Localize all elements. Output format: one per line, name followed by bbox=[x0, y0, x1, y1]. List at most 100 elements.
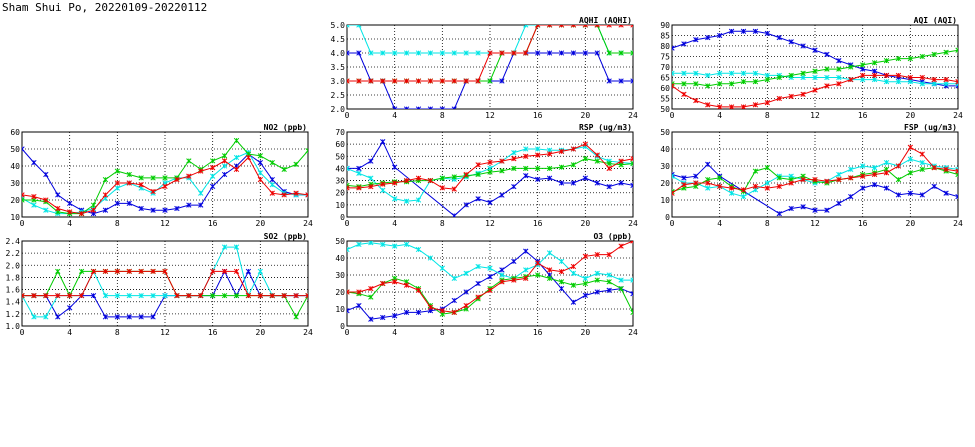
data-point bbox=[78, 210, 85, 217]
data-point bbox=[463, 270, 469, 276]
data-point bbox=[221, 163, 228, 169]
data-point bbox=[546, 250, 553, 256]
y-tick-label: 30 bbox=[335, 177, 345, 186]
data-point bbox=[752, 168, 759, 174]
data-point bbox=[55, 192, 61, 198]
data-point bbox=[380, 241, 386, 248]
data-point bbox=[800, 70, 806, 76]
data-point bbox=[126, 200, 132, 207]
data-point bbox=[681, 41, 687, 47]
data-point bbox=[138, 268, 144, 275]
data-point bbox=[630, 277, 633, 283]
data-point bbox=[752, 79, 759, 85]
x-tick-label: 16 bbox=[533, 111, 543, 120]
data-point bbox=[717, 70, 723, 76]
y-tick-label: 40 bbox=[335, 164, 345, 173]
data-point bbox=[475, 50, 481, 56]
data-point bbox=[630, 78, 633, 84]
data-point bbox=[824, 207, 830, 213]
data-point bbox=[210, 268, 216, 275]
data-point bbox=[848, 76, 854, 83]
data-point bbox=[546, 275, 553, 282]
x-tick-label: 0 bbox=[345, 328, 350, 337]
data-point bbox=[705, 34, 711, 41]
series-group bbox=[22, 244, 308, 320]
data-point bbox=[114, 185, 120, 191]
data-point bbox=[570, 299, 577, 305]
data-point bbox=[439, 265, 445, 271]
data-point bbox=[955, 83, 958, 89]
data-point bbox=[356, 25, 362, 28]
data-point bbox=[356, 170, 362, 176]
data-point bbox=[305, 292, 308, 299]
x-tick-label: 12 bbox=[485, 328, 495, 337]
x-tick-label: 8 bbox=[440, 328, 445, 337]
x-tick-label: 16 bbox=[858, 219, 868, 228]
data-point bbox=[812, 68, 818, 74]
x-tick-label: 16 bbox=[858, 111, 868, 120]
data-point bbox=[380, 78, 386, 84]
x-tick-label: 0 bbox=[20, 328, 25, 337]
data-point bbox=[233, 244, 240, 250]
data-point bbox=[281, 166, 287, 173]
data-point bbox=[126, 171, 132, 178]
data-point bbox=[451, 309, 457, 316]
data-point bbox=[523, 165, 529, 172]
data-point bbox=[546, 151, 553, 157]
y-tick-label: 1.8 bbox=[6, 273, 21, 282]
data-point bbox=[67, 305, 73, 311]
data-point bbox=[618, 277, 624, 283]
chart-title: O3 (ppb) bbox=[593, 232, 632, 241]
data-point bbox=[788, 93, 794, 100]
data-point bbox=[487, 265, 493, 271]
data-point bbox=[546, 267, 553, 273]
data-point bbox=[630, 25, 633, 28]
data-point bbox=[672, 171, 675, 178]
data-point bbox=[558, 279, 565, 285]
data-point bbox=[618, 158, 624, 164]
data-point bbox=[293, 190, 299, 196]
data-point bbox=[439, 175, 445, 181]
data-point bbox=[439, 106, 445, 109]
y-tick-label: 2.0 bbox=[331, 105, 346, 114]
data-point bbox=[895, 79, 902, 85]
x-tick-label: 16 bbox=[208, 328, 218, 337]
data-point bbox=[210, 292, 216, 299]
data-point bbox=[919, 151, 925, 157]
y-tick-label: 50 bbox=[660, 128, 670, 137]
data-point bbox=[150, 188, 156, 195]
data-point bbox=[860, 72, 866, 79]
data-point bbox=[293, 292, 299, 299]
data-point bbox=[499, 168, 505, 174]
data-point bbox=[487, 78, 493, 84]
data-point bbox=[931, 165, 937, 171]
data-point bbox=[245, 268, 252, 275]
data-point bbox=[606, 25, 612, 28]
data-point bbox=[439, 50, 445, 56]
x-tick-label: 12 bbox=[160, 219, 170, 228]
x-tick-label: 4 bbox=[717, 219, 722, 228]
data-point bbox=[693, 180, 699, 186]
data-point bbox=[693, 37, 699, 43]
series-group bbox=[22, 137, 308, 217]
data-point bbox=[356, 241, 362, 248]
data-point bbox=[43, 197, 49, 203]
y-tick-label: 75 bbox=[660, 53, 670, 62]
y-tick-label: 4.0 bbox=[331, 49, 346, 58]
data-point bbox=[114, 268, 120, 275]
data-point bbox=[582, 50, 588, 56]
y-tick-label: 70 bbox=[335, 128, 345, 137]
data-point bbox=[871, 72, 878, 79]
data-point bbox=[752, 28, 759, 34]
data-point bbox=[463, 171, 469, 178]
data-point bbox=[43, 207, 49, 213]
data-point bbox=[570, 25, 577, 28]
data-point bbox=[415, 78, 422, 84]
x-tick-label: 20 bbox=[581, 328, 591, 337]
data-point bbox=[788, 72, 794, 79]
data-point bbox=[630, 291, 633, 297]
data-point bbox=[463, 50, 469, 56]
data-point bbox=[221, 292, 228, 299]
data-point bbox=[380, 181, 386, 187]
